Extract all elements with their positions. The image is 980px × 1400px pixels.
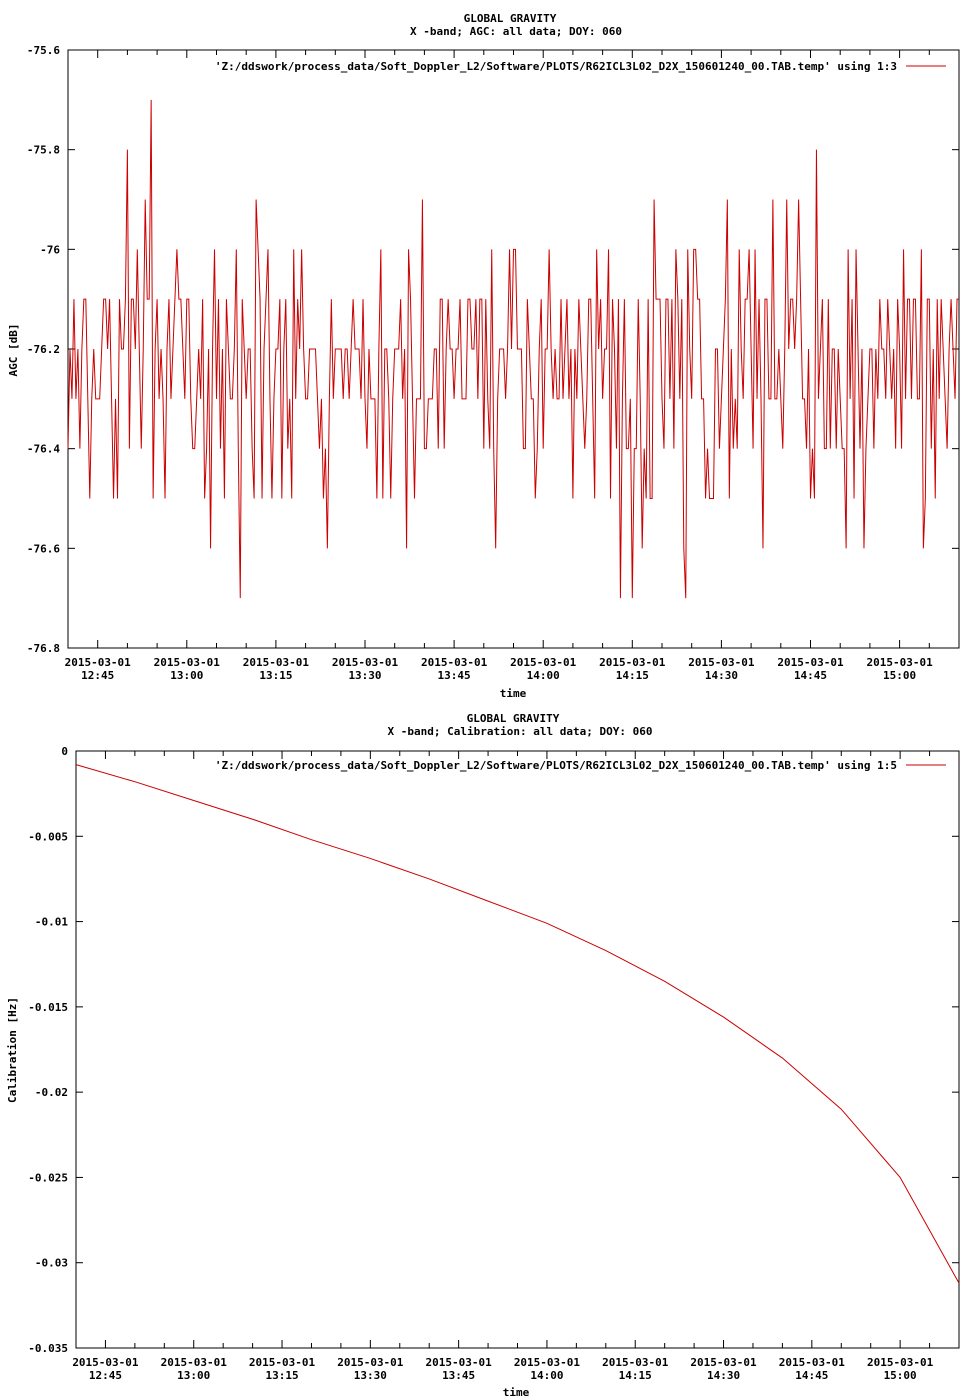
- y-tick-label: -76.4: [27, 443, 60, 456]
- series-line: [75, 764, 960, 1284]
- y-tick-label: -76.2: [27, 343, 60, 356]
- y-tick-label: -76.6: [27, 542, 60, 555]
- x-tick-label-date: 2015-03-01: [72, 1356, 139, 1369]
- x-tick-label-time: 15:00: [884, 1369, 917, 1382]
- x-tick-label-time: 13:45: [442, 1369, 475, 1382]
- x-tick-label-date: 2015-03-01: [65, 656, 132, 669]
- x-axis-label: time: [503, 1386, 530, 1399]
- y-tick-label: -0.01: [35, 916, 68, 929]
- x-tick-label-date: 2015-03-01: [510, 656, 577, 669]
- x-tick-label-date: 2015-03-01: [867, 1356, 934, 1369]
- x-tick-label-date: 2015-03-01: [249, 1356, 316, 1369]
- x-tick-label-time: 13:45: [438, 669, 471, 682]
- legend-label: 'Z:/ddswork/process_data/Soft_Doppler_L2…: [215, 60, 897, 73]
- x-tick-label-date: 2015-03-01: [688, 656, 755, 669]
- x-tick-label-time: 12:45: [81, 669, 114, 682]
- x-tick-label-time: 13:15: [265, 1369, 298, 1382]
- x-axis-label: time: [500, 687, 527, 700]
- x-tick-label-date: 2015-03-01: [779, 1356, 846, 1369]
- y-tick-label: -76.8: [27, 642, 60, 655]
- x-tick-label-date: 2015-03-01: [332, 656, 399, 669]
- y-axis: 0 -0.005 -0.01 -0.015 -0.02 -0.025 -0.03 -0.035: [28, 745, 959, 1355]
- x-tick-label-date: 2015-03-01: [243, 656, 310, 669]
- y-axis: -75.6 -75.8 -76 -76.2 -76.4 -76.6 -76.8: [27, 44, 959, 655]
- x-tick-label-time: 13:30: [354, 1369, 387, 1382]
- x-tick-label-time: 14:00: [530, 1369, 563, 1382]
- x-tick-label-date: 2015-03-01: [161, 1356, 228, 1369]
- x-axis: 2015-03-0112:452015-03-0113:002015-03-01…: [65, 50, 960, 682]
- x-tick-label-time: 14:30: [705, 669, 738, 682]
- x-tick-label-date: 2015-03-01: [154, 656, 221, 669]
- y-tick-label: -0.015: [28, 1001, 68, 1014]
- x-axis: 2015-03-0112:452015-03-0113:002015-03-01…: [72, 751, 960, 1382]
- x-tick-label-date: 2015-03-01: [421, 656, 488, 669]
- x-tick-label-date: 2015-03-01: [690, 1356, 757, 1369]
- chart-title: GLOBAL GRAVITY: [467, 712, 560, 725]
- x-tick-label-time: 13:00: [177, 1369, 210, 1382]
- x-tick-label-time: 12:45: [89, 1369, 122, 1382]
- x-tick-label-date: 2015-03-01: [602, 1356, 669, 1369]
- calibration-chart: GLOBAL GRAVITY X -band; Calibration: all…: [6, 712, 960, 1399]
- x-tick-label-date: 2015-03-01: [514, 1356, 581, 1369]
- chart-title: GLOBAL GRAVITY: [464, 12, 557, 25]
- series-layer: [75, 764, 960, 1284]
- y-tick-label: -76: [40, 243, 60, 256]
- x-tick-label-date: 2015-03-01: [337, 1356, 404, 1369]
- x-tick-label-time: 14:45: [794, 669, 827, 682]
- x-tick-label-time: 14:00: [527, 669, 560, 682]
- x-tick-label-date: 2015-03-01: [866, 656, 933, 669]
- series-line: [67, 99, 959, 599]
- y-axis-label: Calibration [Hz]: [6, 997, 19, 1103]
- chart-subtitle: X -band; AGC: all data; DOY: 060: [410, 25, 622, 38]
- x-tick-label-time: 14:30: [707, 1369, 740, 1382]
- x-tick-label-time: 14:15: [619, 1369, 652, 1382]
- y-tick-label: -75.8: [27, 144, 60, 157]
- agc-chart: GLOBAL GRAVITY X -band; AGC: all data; D…: [7, 12, 960, 700]
- y-tick-label: -0.03: [35, 1257, 68, 1270]
- legend-label: 'Z:/ddswork/process_data/Soft_Doppler_L2…: [215, 759, 897, 772]
- plot-area: [75, 750, 960, 1349]
- x-tick-label-date: 2015-03-01: [599, 656, 666, 669]
- x-tick-label-time: 13:30: [348, 669, 381, 682]
- x-tick-label-time: 14:15: [616, 669, 649, 682]
- series-layer: [67, 99, 959, 599]
- chart-subtitle: X -band; Calibration: all data; DOY: 060: [388, 725, 653, 738]
- y-axis-label: AGC [dB]: [7, 324, 20, 377]
- x-tick-label-time: 14:45: [795, 1369, 828, 1382]
- x-tick-label-time: 13:15: [259, 669, 292, 682]
- x-tick-label-date: 2015-03-01: [426, 1356, 493, 1369]
- y-tick-label: -0.025: [28, 1171, 68, 1184]
- y-tick-label: 0: [61, 745, 68, 758]
- y-tick-label: -0.005: [28, 830, 68, 843]
- x-tick-label-time: 15:00: [883, 669, 916, 682]
- x-tick-label-date: 2015-03-01: [777, 656, 844, 669]
- y-tick-label: -75.6: [27, 44, 60, 57]
- x-tick-label-time: 13:00: [170, 669, 203, 682]
- y-tick-label: -0.02: [35, 1086, 68, 1099]
- y-tick-label: -0.035: [28, 1342, 68, 1355]
